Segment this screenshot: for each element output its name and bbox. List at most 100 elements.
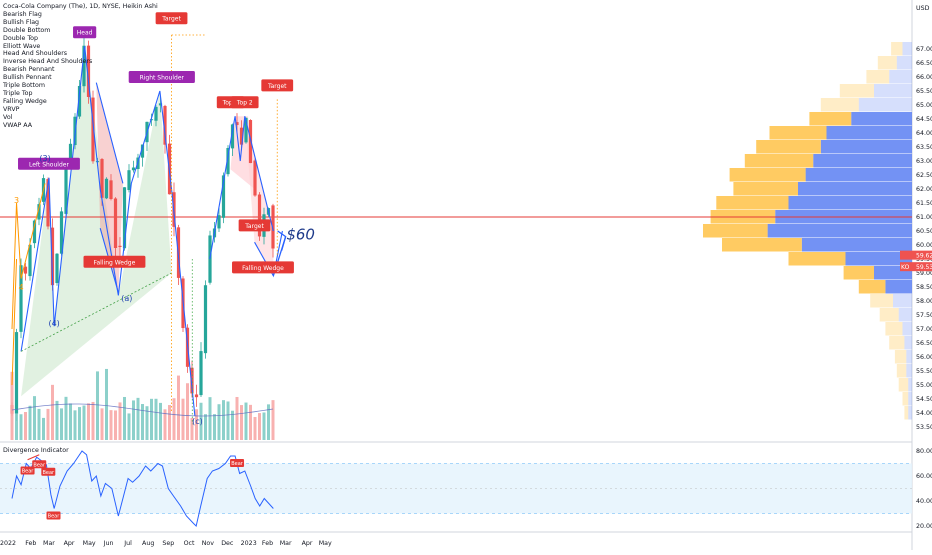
volume-bar <box>267 404 270 440</box>
candle-body <box>82 45 86 87</box>
volume-bar <box>226 401 230 440</box>
legend-item-vol[interactable]: Vol <box>3 113 13 121</box>
price-axis-tick: 65.50 <box>916 88 932 95</box>
volume-bar <box>258 413 261 440</box>
price-axis-tick: 62.50 <box>916 172 932 179</box>
elliott-wave-label: (4) <box>48 319 59 328</box>
annotation-label-bg <box>18 157 80 170</box>
head-shoulders-line <box>20 46 196 416</box>
vrvp-up-bar <box>820 140 912 154</box>
candle-body <box>86 45 91 97</box>
candle-body <box>230 124 235 149</box>
price-axis-tick: 65.00 <box>916 102 932 109</box>
callout-arrowhead <box>277 230 287 251</box>
vrvp-up-bar <box>906 364 912 378</box>
annotation-label-bg <box>232 261 294 274</box>
divergence-line <box>11 450 274 527</box>
candle-body <box>46 179 50 227</box>
legend-item-double-top[interactable]: Double Top <box>3 34 38 42</box>
volume-bar <box>235 396 239 440</box>
price-axis-tick: 60.00 <box>916 242 932 249</box>
vrvp-down-bar <box>729 168 806 182</box>
legend-item-triple-bottom[interactable]: Triple Bottom <box>3 82 45 90</box>
legend-item-bearish-pennant[interactable]: Bearish Pennant <box>3 66 55 74</box>
price-axis-tick: 64.00 <box>916 130 932 137</box>
candle-body <box>154 106 158 121</box>
vrvp-up-bar <box>788 196 912 210</box>
volume-bar <box>208 397 212 440</box>
candle-body <box>77 85 82 117</box>
double-top-line <box>209 116 274 260</box>
volume-bar <box>19 414 23 440</box>
candle-body <box>109 180 113 200</box>
volume-bar <box>100 408 104 440</box>
vrvp-up-bar <box>908 378 912 392</box>
legend-item-vrvp[interactable]: VRVP <box>3 105 20 113</box>
annotation-label-bg <box>231 96 259 109</box>
time-axis-tick: Mar <box>280 540 292 547</box>
volume-bar <box>177 375 180 440</box>
vrvp-down-bar <box>716 196 789 210</box>
time-axis-tick: Apr <box>64 540 75 547</box>
candle-body <box>257 194 262 237</box>
candle-body <box>28 244 32 277</box>
bear-label-bg <box>20 466 35 475</box>
vrvp-up-bar <box>801 238 912 252</box>
annotation-label-bg <box>238 219 271 232</box>
legend-item-bullish-pennant[interactable]: Bullish Pennant <box>3 74 52 82</box>
vrvp-up-bar <box>798 182 912 196</box>
legend-item-inverse-head-and-shoulders[interactable]: Inverse Head And Shoulders <box>3 58 93 66</box>
bear-label-bg <box>41 467 56 476</box>
legend-item-head-and-shoulders[interactable]: Head And Shoulders <box>3 50 68 58</box>
candle-body <box>37 204 41 220</box>
volume-bar <box>172 398 176 440</box>
volume-bar <box>159 402 162 440</box>
volume-bar <box>73 410 77 440</box>
candle-body <box>140 144 145 158</box>
volume-bar <box>190 417 194 440</box>
legend-item-double-bottom[interactable]: Double Bottom <box>3 26 51 34</box>
legend-item-falling-wedge[interactable]: Falling Wedge <box>3 97 47 105</box>
volume-bar <box>199 402 203 440</box>
legend-item-bearish-flag[interactable]: Bearish Flag <box>3 10 42 18</box>
candle-body <box>113 198 118 248</box>
divergence-axis-tick: 20.00 <box>916 523 932 530</box>
vrvp-down-bar <box>839 84 874 98</box>
annotation-label: Top 1 <box>222 100 239 107</box>
volume-bar <box>168 405 171 440</box>
candle-body <box>68 143 73 167</box>
legend-item-vwap-aa[interactable]: VWAP AA <box>3 121 33 129</box>
legend-item-elliott-wave[interactable]: Elliott Wave <box>3 42 41 50</box>
volume-bar <box>37 408 41 440</box>
candle-body <box>127 170 131 191</box>
head-shoulders-fill <box>21 46 172 397</box>
time-axis-tick: Sep <box>162 540 174 547</box>
candle-body <box>226 147 230 175</box>
price-axis-tick: 53.50 <box>916 424 932 431</box>
divergence-axis-tick: 60.00 <box>916 473 932 480</box>
volume-bar <box>91 401 95 440</box>
price-axis-tick: 57.50 <box>916 312 932 319</box>
legend-item-bullish-flag[interactable]: Bullish Flag <box>3 18 40 26</box>
vrvp-down-bar <box>744 154 814 168</box>
candle-body <box>118 245 122 247</box>
volume-bar <box>145 406 149 440</box>
volume-bar <box>132 400 135 440</box>
time-axis-tick: Apr <box>302 540 313 547</box>
legend-item-triple-top[interactable]: Triple Top <box>3 89 33 97</box>
candle-body <box>14 332 19 414</box>
vrvp-down-bar <box>756 140 821 154</box>
bear-label: Bear <box>48 514 61 520</box>
annotation-label: Target <box>267 83 287 90</box>
bear-label-bg <box>46 511 61 520</box>
price-axis-tick: 62.00 <box>916 186 932 193</box>
volume-bar <box>96 371 99 440</box>
annotation-label: Head <box>77 30 93 37</box>
vrvp-down-bar <box>896 364 907 378</box>
candle-body <box>248 120 253 164</box>
volume-bar <box>64 396 68 440</box>
vrvp-down-bar <box>889 336 905 350</box>
price-axis-tick: 58.00 <box>916 298 932 305</box>
